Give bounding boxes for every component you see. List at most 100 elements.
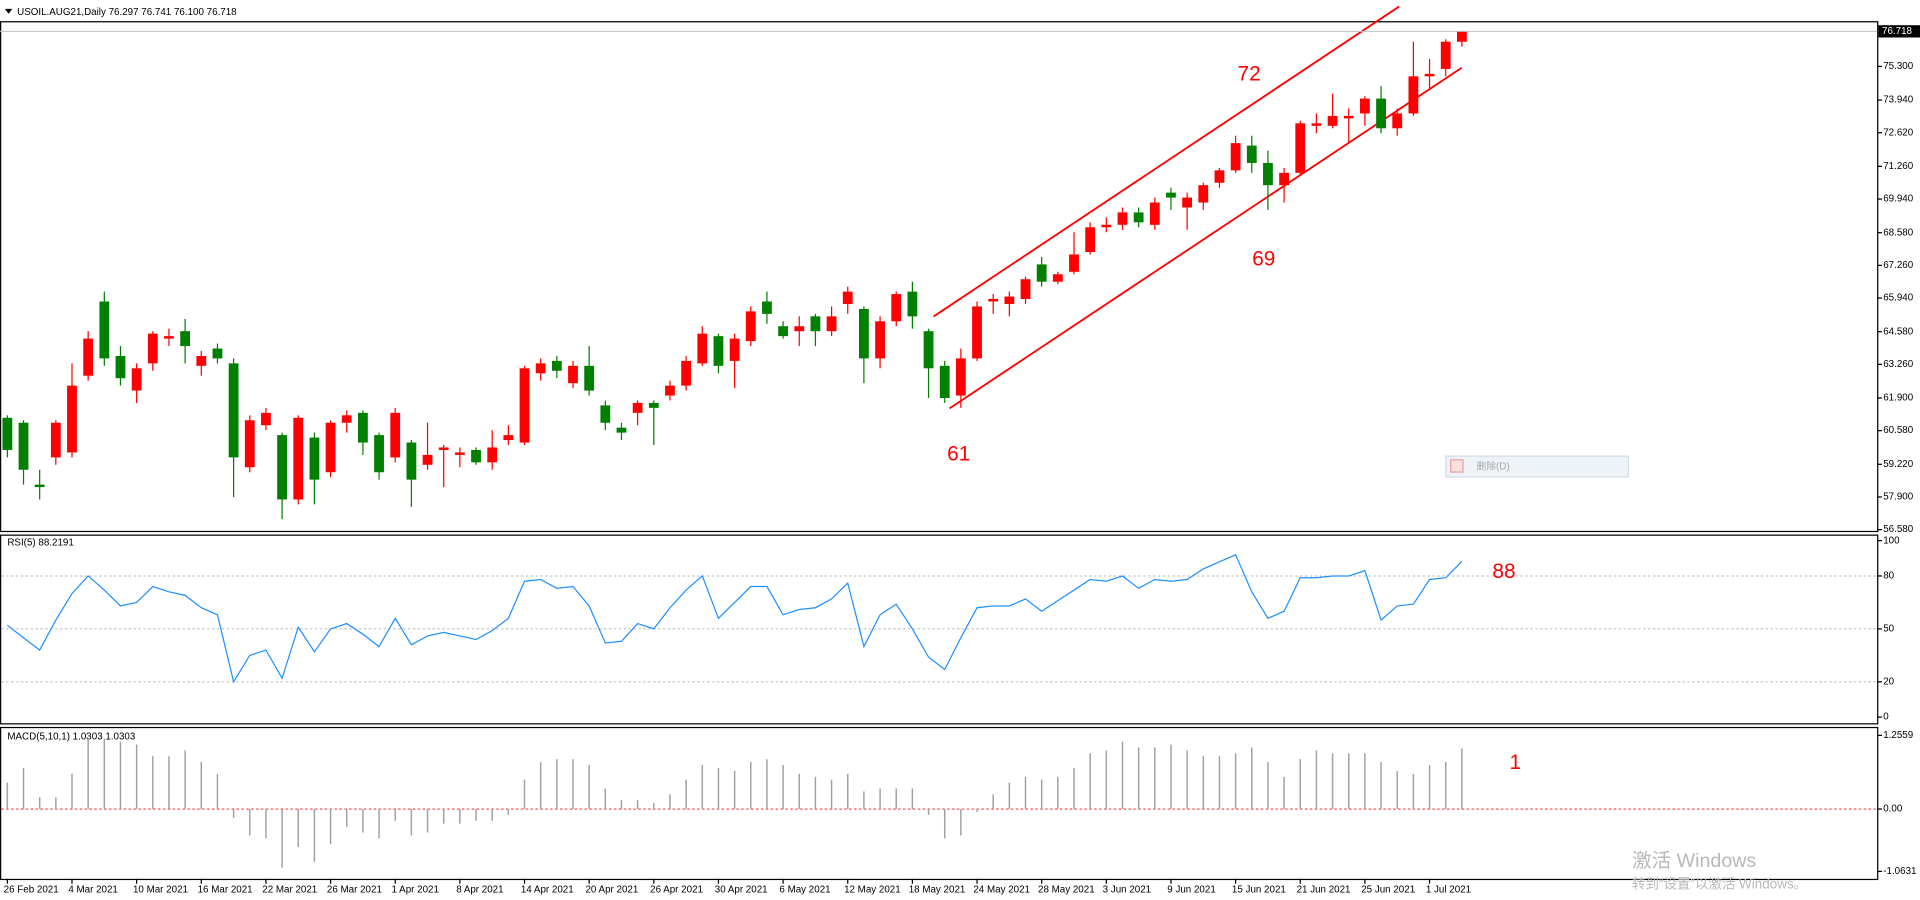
- chart-title: USOIL.AUG21,Daily 76.297 76.741 76.100 7…: [17, 7, 237, 18]
- y-tick-label: -1.0631: [1883, 866, 1916, 877]
- candle-body: [988, 299, 999, 302]
- candle-body: [859, 308, 869, 359]
- candle-body: [1408, 76, 1419, 114]
- candle-body: [1360, 98, 1370, 114]
- candle-body: [648, 402, 659, 408]
- x-tick-label: 6 May 2021: [779, 884, 830, 895]
- candle-body: [632, 402, 643, 413]
- candle-body: [454, 452, 465, 455]
- candle-body: [1230, 143, 1241, 171]
- candle-body: [697, 333, 708, 364]
- y-tick-label: 0.00: [1883, 804, 1903, 815]
- x-tick-label: 26 Feb 2021: [4, 884, 59, 895]
- x-tick-label: 18 May 2021: [909, 884, 966, 895]
- candle-body: [503, 435, 514, 441]
- candle-body: [729, 338, 740, 361]
- candle-body: [1246, 145, 1257, 163]
- candle-body: [2, 417, 13, 450]
- candle-body: [794, 326, 805, 332]
- annotation: 72: [1238, 63, 1261, 86]
- rsi-line: [6, 553, 1463, 684]
- candle-body: [842, 291, 853, 304]
- candle-body: [1263, 162, 1273, 186]
- candle-body: [99, 301, 110, 359]
- y-tick-label: 73.940: [1883, 95, 1914, 106]
- candle-body: [665, 385, 675, 396]
- x-tick-label: 30 Apr 2021: [715, 884, 768, 895]
- candle-body: [374, 435, 384, 473]
- candle-body: [212, 348, 223, 359]
- candle-body: [923, 331, 934, 369]
- candle-body: [357, 412, 368, 443]
- candle-body: [745, 311, 756, 342]
- candle-body: [244, 420, 255, 468]
- y-tick-label: 63.260: [1883, 359, 1914, 370]
- candle-body: [681, 360, 692, 386]
- candle-body: [584, 365, 595, 391]
- y-tick-label: 50: [1883, 623, 1894, 634]
- candle-body: [1133, 212, 1144, 223]
- candle-body: [67, 385, 77, 453]
- x-tick-label: 8 Apr 2021: [456, 884, 503, 895]
- candle-body: [1182, 197, 1193, 208]
- candle-body: [18, 422, 29, 470]
- x-tick-label: 9 Jun 2021: [1167, 884, 1215, 895]
- y-tick-label: 67.260: [1883, 260, 1914, 271]
- candle-body: [810, 316, 821, 332]
- x-tick-label: 25 Jun 2021: [1361, 884, 1415, 895]
- y-tick-label: 64.580: [1883, 326, 1914, 337]
- candle-body: [568, 365, 578, 384]
- candle-body: [325, 422, 336, 473]
- x-tick-label: 28 May 2021: [1038, 884, 1095, 895]
- candle-body: [713, 336, 724, 366]
- y-tick-label: 61.900: [1883, 393, 1914, 404]
- candle-body: [616, 427, 627, 433]
- macd-pane: [0, 726, 1879, 881]
- candle-body: [309, 437, 320, 480]
- annotation: 61: [947, 442, 970, 465]
- candle-body: [907, 291, 918, 317]
- y-tick-label: 69.940: [1883, 194, 1914, 205]
- x-tick-label: 20 Apr 2021: [585, 884, 638, 895]
- candle-body: [164, 336, 174, 339]
- candle-body: [535, 363, 546, 374]
- candle-body: [600, 405, 611, 423]
- candle-body: [1440, 41, 1451, 69]
- candle-body: [955, 358, 966, 396]
- y-tick-label: 60.580: [1883, 425, 1914, 436]
- current-price-label: 76.718: [1882, 26, 1913, 37]
- y-tick-label: 100: [1883, 535, 1900, 546]
- candle-body: [1052, 274, 1063, 282]
- y-tick-label: 1.2559: [1883, 730, 1913, 741]
- y-tick-label: 0: [1883, 712, 1889, 723]
- price-pane: [0, 21, 1879, 533]
- candle-body: [147, 333, 158, 364]
- candle-body: [277, 435, 287, 500]
- candle-body: [1456, 31, 1467, 42]
- candle-body: [891, 294, 902, 322]
- menu-item-box: [1445, 455, 1629, 478]
- candle-body: [1424, 73, 1435, 77]
- y-tick-label: 56.580: [1883, 524, 1914, 535]
- x-tick-label: 4 Mar 2021: [68, 884, 118, 895]
- candle-body: [1036, 264, 1047, 282]
- x-tick-label: 1 Jul 2021: [1426, 884, 1471, 895]
- y-tick-label: 71.260: [1883, 161, 1914, 172]
- x-tick-label: 21 Jun 2021: [1297, 884, 1351, 895]
- y-tick-label: 80: [1883, 571, 1894, 582]
- candle-body: [1376, 98, 1386, 129]
- candle-body: [131, 368, 142, 391]
- candle-body: [180, 331, 191, 347]
- candle-body: [1069, 254, 1079, 272]
- watermark-text: 转到“设置”以激活 Windows。: [1632, 877, 1807, 892]
- candle-body: [1327, 115, 1338, 126]
- candle-body: [826, 316, 837, 332]
- candle-body: [1101, 224, 1112, 228]
- candle-body: [1198, 185, 1209, 203]
- candle-body: [762, 301, 772, 314]
- x-tick-label: 1 Apr 2021: [392, 884, 439, 895]
- candle-body: [341, 415, 352, 423]
- candle-body: [261, 412, 271, 426]
- candle-body: [1149, 202, 1160, 225]
